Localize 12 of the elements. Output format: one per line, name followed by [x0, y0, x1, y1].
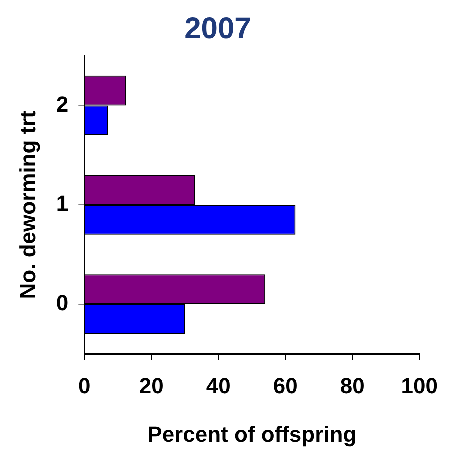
y-tick-label: 1: [56, 191, 69, 216]
x-axis-title: Percent of offspring: [148, 422, 357, 447]
x-tick-label: 40: [206, 373, 231, 398]
chart-title: 2007: [184, 12, 252, 46]
x-tick-label: 80: [340, 373, 365, 398]
x-tick-label: 100: [401, 373, 438, 398]
x-tick-label: 20: [139, 373, 164, 398]
y-tick-label: 0: [56, 290, 69, 316]
y-axis-title: No. deworming trt: [15, 110, 40, 300]
y-tick-label: 2: [56, 92, 69, 117]
x-tick-label: 0: [78, 373, 91, 398]
x-tick-label: 60: [273, 373, 298, 398]
